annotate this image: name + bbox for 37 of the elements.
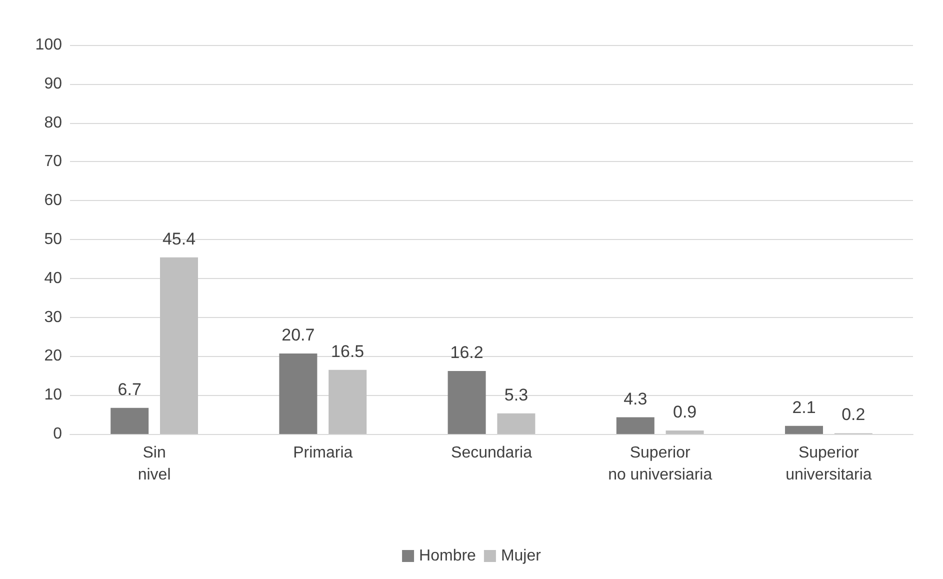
y-tick-label: 50 [44, 231, 62, 248]
data-label: 5.3 [504, 385, 528, 404]
legend-label: Mujer [500, 548, 542, 564]
x-tick-label: Superior no universiaria [608, 444, 712, 484]
data-label: 0.9 [672, 402, 697, 422]
bar [497, 413, 536, 434]
data-label: 45.4 [162, 229, 196, 248]
y-tick-label: 80 [44, 114, 62, 132]
x-tick-label: Superior universitaria [786, 444, 872, 484]
data-label: 16.2 [450, 342, 484, 362]
bar [160, 257, 198, 434]
data-label: 4.3 [624, 389, 648, 408]
bar [616, 417, 654, 434]
bar [279, 353, 318, 434]
data-label: 6.7 [118, 380, 142, 399]
x-tick-label: Secundaria [451, 444, 532, 462]
y-tick-label: 0 [53, 426, 62, 442]
data-label: 2.1 [792, 398, 816, 417]
x-tick-label: Sin nivel [138, 444, 171, 484]
bar [785, 426, 823, 434]
y-tick-label: 10 [44, 386, 62, 404]
bar [328, 370, 367, 434]
y-tick-label: 40 [44, 270, 62, 287]
data-label: 0.2 [842, 405, 866, 424]
y-tick-label: 60 [44, 192, 62, 210]
data-label: 16.5 [331, 342, 364, 361]
data-label: 20.7 [282, 325, 315, 344]
legend-label: Hombre [419, 548, 476, 564]
y-tick-label: 70 [44, 153, 62, 170]
bar [666, 430, 704, 434]
bar [110, 408, 149, 434]
y-tick-label: 30 [44, 308, 62, 326]
x-tick-label: Primaria [293, 444, 353, 462]
y-tick-label: 90 [44, 75, 62, 92]
y-tick-label: 100 [35, 36, 62, 54]
bar [448, 370, 486, 434]
y-tick-label: 20 [44, 348, 62, 365]
